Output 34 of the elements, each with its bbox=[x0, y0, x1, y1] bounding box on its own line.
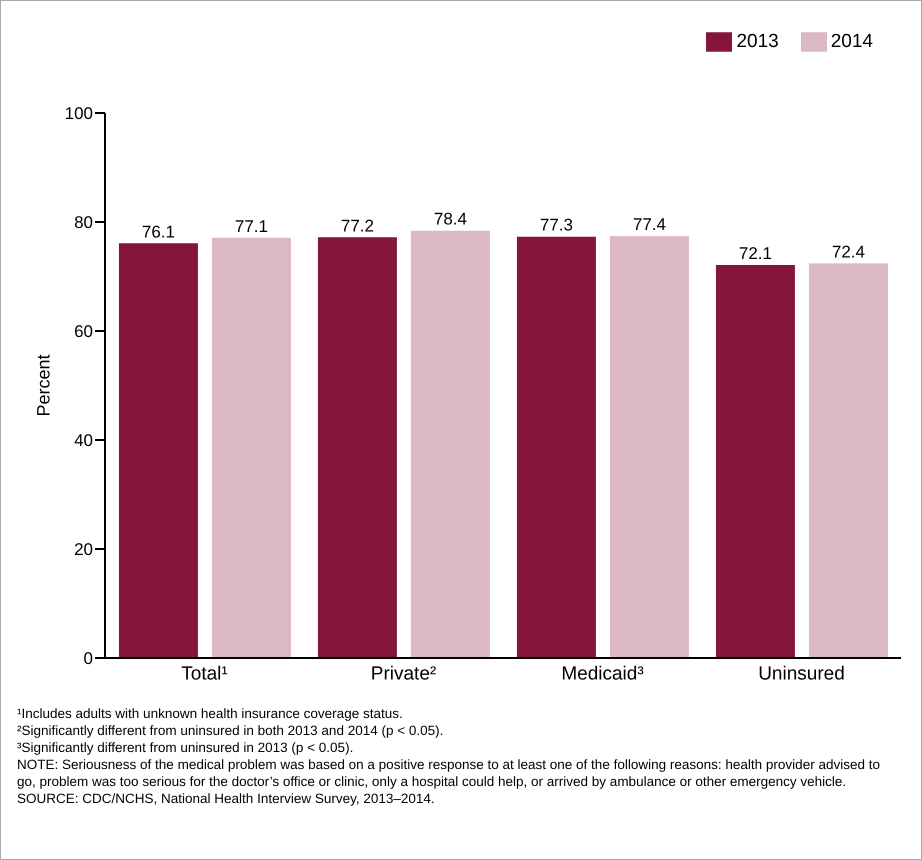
text: ¹Includes adults with unknown health insurance coverage status. bbox=[17, 705, 404, 722]
text: NOTE: Seriousness of the medical problem was based on a positive response to at least one of the following reasons: health provider advised to go, problem was too serious for the doctor’s office or clinic, only a hospital could help, or arrived by ambulance or other emergency vehicle. bbox=[17, 756, 881, 790]
y-tick-label: 100 bbox=[64, 104, 93, 124]
data-label: 72.1 bbox=[738, 244, 772, 264]
bar bbox=[808, 263, 888, 658]
data-label: 76.1 bbox=[142, 222, 175, 242]
y-tick-label: 80 bbox=[74, 213, 93, 232]
legend-label: 2014 bbox=[830, 31, 873, 52]
data-label: 77.3 bbox=[540, 216, 573, 235]
bar bbox=[212, 238, 291, 658]
bar bbox=[118, 243, 198, 658]
text: ²Significantly different from uninsured in both 2013 and 2014 (p < 0.05). bbox=[17, 722, 444, 739]
bar bbox=[610, 236, 689, 658]
bar bbox=[516, 236, 596, 658]
data-label: 78.4 bbox=[434, 210, 467, 229]
x-tick-label: Uninsured bbox=[758, 663, 845, 684]
text: ³Significantly different from uninsured in 2013 (p < 0.05). bbox=[17, 739, 354, 756]
data-label: 77.1 bbox=[234, 216, 268, 236]
data-label: 77.4 bbox=[632, 215, 666, 234]
x-tick-label: Medicaid³ bbox=[561, 663, 644, 684]
bar bbox=[318, 237, 397, 658]
y-tick-label: 20 bbox=[74, 540, 93, 560]
bar bbox=[410, 230, 490, 658]
y-axis-title: Percent bbox=[33, 354, 54, 417]
data-label: 72.4 bbox=[832, 242, 865, 262]
x-tick-label: Total¹ bbox=[181, 663, 228, 684]
x-tick-label: Private² bbox=[370, 663, 436, 684]
legend-label: 2013 bbox=[736, 31, 779, 52]
y-tick-label: 40 bbox=[74, 431, 93, 450]
y-tick-label: 60 bbox=[74, 322, 93, 342]
data-label: 77.2 bbox=[340, 216, 374, 236]
bar bbox=[716, 265, 795, 658]
source-note: SOURCE: CDC/NCHS, National Health Interview Survey, 2013–2014. bbox=[17, 790, 436, 807]
y-tick-label: 0 bbox=[84, 649, 93, 668]
